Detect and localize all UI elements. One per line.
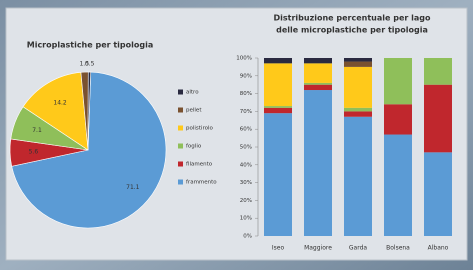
- y-tick-label: 10%: [240, 216, 252, 222]
- legend-swatch: [178, 162, 183, 167]
- bar-segment: [304, 83, 332, 85]
- bar-segment: [304, 90, 332, 236]
- legend-swatch: [178, 144, 183, 149]
- y-tick-label: 20%: [240, 198, 252, 204]
- y-tick-label: 40%: [240, 162, 252, 168]
- bar-segment: [304, 63, 332, 83]
- legend-label: filamento: [186, 162, 213, 168]
- legend-swatch: [178, 90, 183, 95]
- legend-swatch: [178, 108, 183, 113]
- bar-title: Distribuzione percentuale per lago: [274, 14, 431, 23]
- y-tick-label: 60%: [240, 127, 252, 133]
- screenshot: Microplastiche per tipologia Distribuzio…: [0, 0, 473, 270]
- legend-swatch: [178, 126, 183, 131]
- y-tick-label: 80%: [240, 91, 252, 97]
- legend-label: pellet: [186, 108, 202, 114]
- bar-segment: [344, 58, 372, 62]
- legend-label: altro: [186, 90, 199, 96]
- y-tick-label: 0%: [243, 234, 252, 240]
- pie-label: 14.2: [53, 100, 67, 107]
- x-tick-label: Garda: [349, 245, 367, 252]
- pie-label: 7.1: [32, 127, 42, 134]
- y-tick-label: 30%: [240, 180, 252, 186]
- x-tick-label: Albano: [428, 245, 449, 252]
- x-tick-label: Iseo: [272, 245, 285, 252]
- bar-segment: [344, 117, 372, 236]
- bar-segment: [344, 67, 372, 108]
- pie-label: 5.6: [29, 148, 39, 155]
- bar-segment: [384, 135, 412, 236]
- legend-label: foglio: [186, 144, 202, 150]
- pie-label: 71.1: [126, 184, 140, 191]
- bar-segment: [264, 106, 292, 108]
- pie-label: 0.5: [85, 61, 95, 68]
- bar-segment: [264, 108, 292, 113]
- legend-swatch: [178, 180, 183, 185]
- bar-segment: [344, 62, 372, 67]
- x-tick-label: Maggiore: [304, 245, 332, 252]
- bar-segment: [264, 113, 292, 236]
- x-tick-label: Bolsena: [386, 245, 410, 252]
- legend-label: polistirolo: [186, 126, 213, 132]
- y-tick-label: 50%: [240, 145, 252, 151]
- bar-segment: [384, 58, 412, 104]
- pie-title: Microplastiche per tipologia: [27, 41, 154, 50]
- bar-title: delle microplastiche per tipologia: [276, 26, 428, 35]
- legend-label: frammento: [186, 180, 217, 186]
- y-tick-label: 100%: [236, 56, 252, 62]
- bar-segment: [264, 58, 292, 63]
- bar-segment: [264, 63, 292, 106]
- y-tick-label: 90%: [240, 73, 252, 79]
- bar-segment: [384, 104, 412, 134]
- bar-segment: [424, 85, 452, 153]
- bar-segment: [344, 111, 372, 116]
- bar-segment: [304, 58, 332, 63]
- bar-segment: [424, 58, 452, 85]
- bar-segment: [304, 85, 332, 90]
- bar-segment: [424, 152, 452, 236]
- bar-segment: [344, 108, 372, 112]
- y-tick-label: 70%: [240, 109, 252, 115]
